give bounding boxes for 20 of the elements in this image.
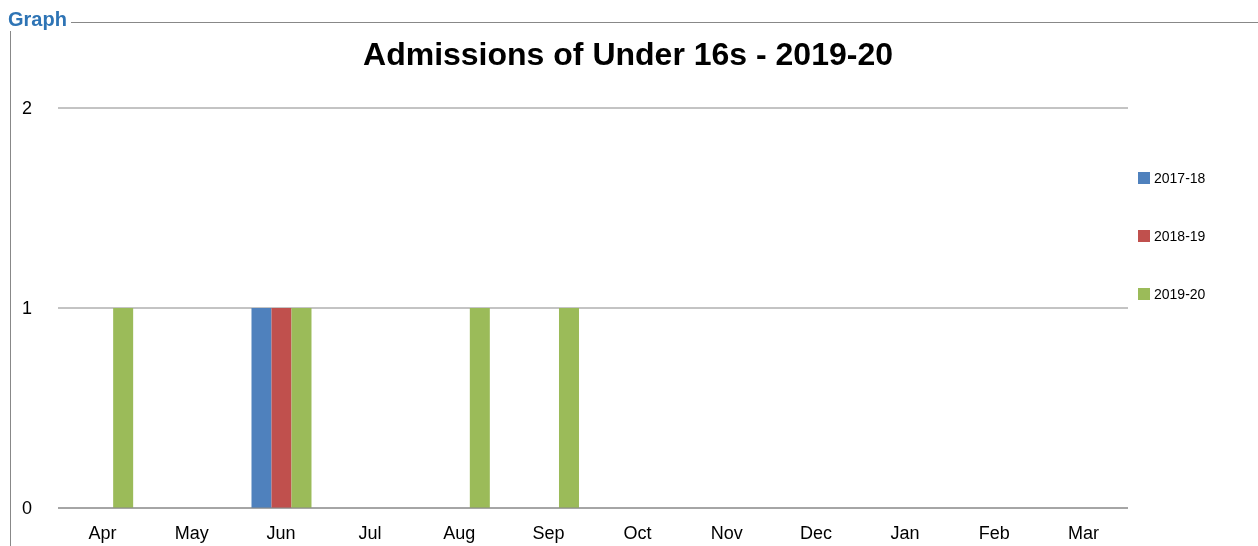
y-tick-label: 1 bbox=[21, 298, 32, 319]
text: Graph bbox=[8, 8, 71, 31]
y-tick-label: 0 bbox=[21, 498, 32, 519]
legend-label: 2017-18 bbox=[1153, 170, 1207, 186]
y-tick-label: 2 bbox=[21, 98, 32, 119]
x-tick-label: Sep bbox=[532, 522, 565, 543]
x-tick-label: Nov bbox=[710, 522, 743, 543]
legend-label: 2019-20 bbox=[1153, 286, 1207, 302]
x-tick-label: Aug bbox=[443, 522, 476, 543]
x-tick-label: Jan bbox=[890, 522, 920, 543]
x-tick-label: May bbox=[174, 522, 209, 543]
x-tick-label: Mar bbox=[1067, 522, 1099, 543]
chart-title: Admissions of Under 16s - 2019-20 bbox=[362, 36, 894, 73]
x-tick-label: Apr bbox=[88, 522, 117, 543]
x-tick-label: Feb bbox=[978, 522, 1010, 543]
x-tick-label: Jul bbox=[358, 522, 382, 543]
x-tick-label: Jun bbox=[266, 522, 296, 543]
legend-label: 2018-19 bbox=[1153, 228, 1207, 244]
x-tick-label: Dec bbox=[799, 522, 832, 543]
x-tick-label: Oct bbox=[623, 522, 652, 543]
